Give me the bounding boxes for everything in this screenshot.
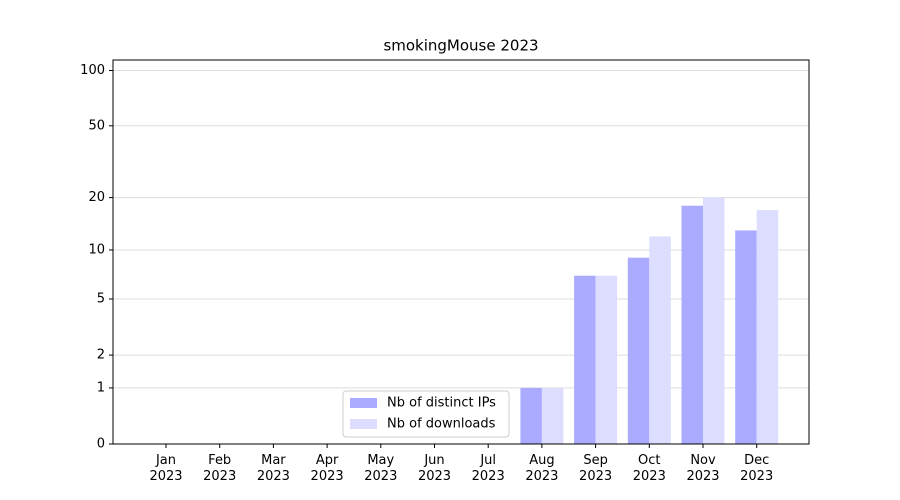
plot-frame bbox=[112, 59, 810, 445]
x-tick-label: Jun 2023 bbox=[417, 453, 452, 484]
bar bbox=[541, 387, 564, 444]
y-tick-label: 100 bbox=[80, 63, 105, 78]
y-tick-label: 50 bbox=[88, 118, 105, 133]
bar bbox=[520, 387, 542, 444]
bar bbox=[649, 236, 671, 444]
bar bbox=[595, 275, 618, 444]
x-tick-label: Dec 2023 bbox=[740, 453, 774, 484]
y-tick-label: 10 bbox=[88, 242, 105, 257]
y-tick-label: 5 bbox=[97, 291, 105, 306]
y-tick-label: 0 bbox=[97, 437, 105, 452]
x-tick-label: May 2023 bbox=[364, 453, 398, 484]
x-tick-label: Nov 2023 bbox=[686, 453, 720, 484]
x-tick-label: Mar 2023 bbox=[256, 453, 290, 484]
y-tick-label: 2 bbox=[97, 348, 105, 363]
bar bbox=[627, 257, 650, 444]
bar bbox=[681, 205, 703, 444]
x-tick-label: Apr 2023 bbox=[310, 453, 344, 484]
legend-swatch bbox=[350, 398, 377, 408]
x-tick-label: Oct 2023 bbox=[632, 453, 666, 484]
x-tick-label: Feb 2023 bbox=[203, 453, 237, 484]
chart-title: smokingMouse 2023 bbox=[383, 37, 538, 55]
x-tick-label: Aug 2023 bbox=[525, 453, 559, 484]
legend-box bbox=[342, 390, 510, 438]
legend-label: Nb of distinct IPs bbox=[387, 396, 496, 411]
legend-swatch bbox=[350, 419, 377, 429]
bar bbox=[574, 275, 596, 444]
y-tick-label: 1 bbox=[97, 380, 105, 395]
legend-label: Nb of downloads bbox=[387, 417, 496, 432]
bar bbox=[756, 210, 779, 444]
x-tick-label: Jan 2023 bbox=[149, 453, 183, 484]
x-tick-label: Jul 2023 bbox=[471, 453, 505, 484]
legend: Nb of distinct IPs Nb of downloads bbox=[342, 390, 510, 438]
x-tick-label: Sep 2023 bbox=[579, 453, 613, 484]
bar bbox=[735, 230, 757, 444]
y-tick-label: 20 bbox=[88, 190, 105, 205]
bar bbox=[703, 197, 725, 444]
